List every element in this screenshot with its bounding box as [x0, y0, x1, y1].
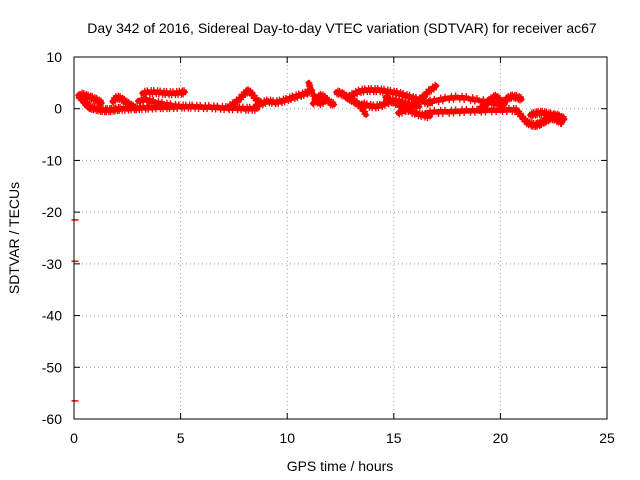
data-point: [517, 110, 524, 117]
data-point: [437, 94, 444, 101]
y-tick-label: -10: [42, 152, 62, 168]
y-tick-label: -30: [42, 256, 62, 272]
x-axis-label: GPS time / hours: [287, 458, 394, 474]
data-point: [204, 106, 211, 113]
data-point: [228, 104, 235, 111]
y-tick-label: -60: [42, 411, 62, 427]
data-point: [424, 91, 431, 98]
data-point: [234, 99, 241, 106]
data-point: [229, 107, 236, 114]
tick-labels: 0 5 10 15 20 25 10 0 -10 -20 -30 -40 -50 -60: [42, 49, 615, 446]
data-point: [561, 116, 568, 123]
data-point: [331, 101, 338, 108]
data-point: [249, 89, 256, 96]
x-tick-label: 25: [599, 430, 615, 446]
data-point: [145, 99, 152, 106]
y-tick-label: 0: [54, 101, 62, 117]
data-point: [140, 99, 147, 106]
data-point: [130, 104, 137, 111]
data-point: [482, 109, 489, 116]
data-point: [427, 96, 434, 103]
data-point: [354, 91, 361, 98]
data-point: [430, 86, 437, 93]
data-point: [148, 100, 155, 107]
data-point: [471, 98, 478, 105]
data-point: [467, 97, 474, 104]
data-point: [424, 101, 431, 108]
series-trace: [423, 107, 520, 116]
data-point: [480, 96, 487, 103]
y-tick-label: -20: [42, 204, 62, 220]
data-point: [411, 102, 418, 109]
data-point: [429, 111, 436, 118]
data-point: [221, 106, 228, 113]
data-point: [181, 89, 188, 96]
x-tick-label: 5: [177, 430, 185, 446]
data-point: [407, 103, 414, 110]
data-point: [195, 105, 202, 112]
data-point: [439, 98, 446, 105]
data-points: [71, 79, 568, 402]
data-point: [414, 98, 421, 105]
plot-frame: [73, 56, 608, 420]
x-tick-label: 0: [70, 430, 78, 446]
data-point: [435, 99, 442, 106]
y-tick-label: 10: [46, 49, 62, 65]
data-point: [212, 106, 219, 113]
x-tick-label: 20: [493, 430, 509, 446]
data-point: [146, 95, 153, 102]
data-point: [311, 91, 318, 98]
data-point: [98, 100, 105, 107]
data-point: [165, 103, 172, 110]
data-point: [405, 107, 412, 114]
data-point: [450, 110, 457, 117]
data-point: [439, 110, 446, 117]
data-point: [432, 81, 439, 88]
data-point: [256, 103, 263, 110]
data-point: [381, 102, 388, 109]
data-point: [518, 96, 525, 103]
x-tick-label: 15: [386, 430, 402, 446]
data-point: [420, 93, 427, 100]
data-point: [471, 109, 478, 116]
data-point: [230, 100, 237, 107]
chart-title: Day 342 of 2016, Sidereal Day-to-day VTE…: [87, 20, 597, 36]
data-point: [493, 109, 500, 116]
data-point: [503, 108, 510, 115]
data-point: [363, 111, 370, 118]
data-point: [174, 105, 181, 112]
data-point: [469, 94, 476, 101]
x-tick-label: 10: [279, 430, 295, 446]
data-point: [157, 102, 164, 109]
data-point: [387, 95, 394, 102]
data-point: [461, 96, 468, 103]
data-point: [393, 98, 400, 105]
data-point: [309, 87, 316, 94]
data-point: [429, 100, 436, 107]
data-point: [450, 96, 457, 103]
data-point: [177, 103, 184, 110]
data-point: [433, 82, 440, 89]
data-point: [418, 97, 425, 104]
y-tick-label: -50: [42, 359, 62, 375]
data-point: [416, 103, 423, 110]
data-point: [347, 94, 354, 101]
y-tick-label: -40: [42, 308, 62, 324]
data-point: [320, 100, 327, 107]
y-axis-label: SDTVAR / TECUs: [6, 182, 22, 294]
data-point: [461, 109, 468, 116]
data-point: [262, 100, 269, 107]
series-arc-16: [423, 107, 520, 116]
